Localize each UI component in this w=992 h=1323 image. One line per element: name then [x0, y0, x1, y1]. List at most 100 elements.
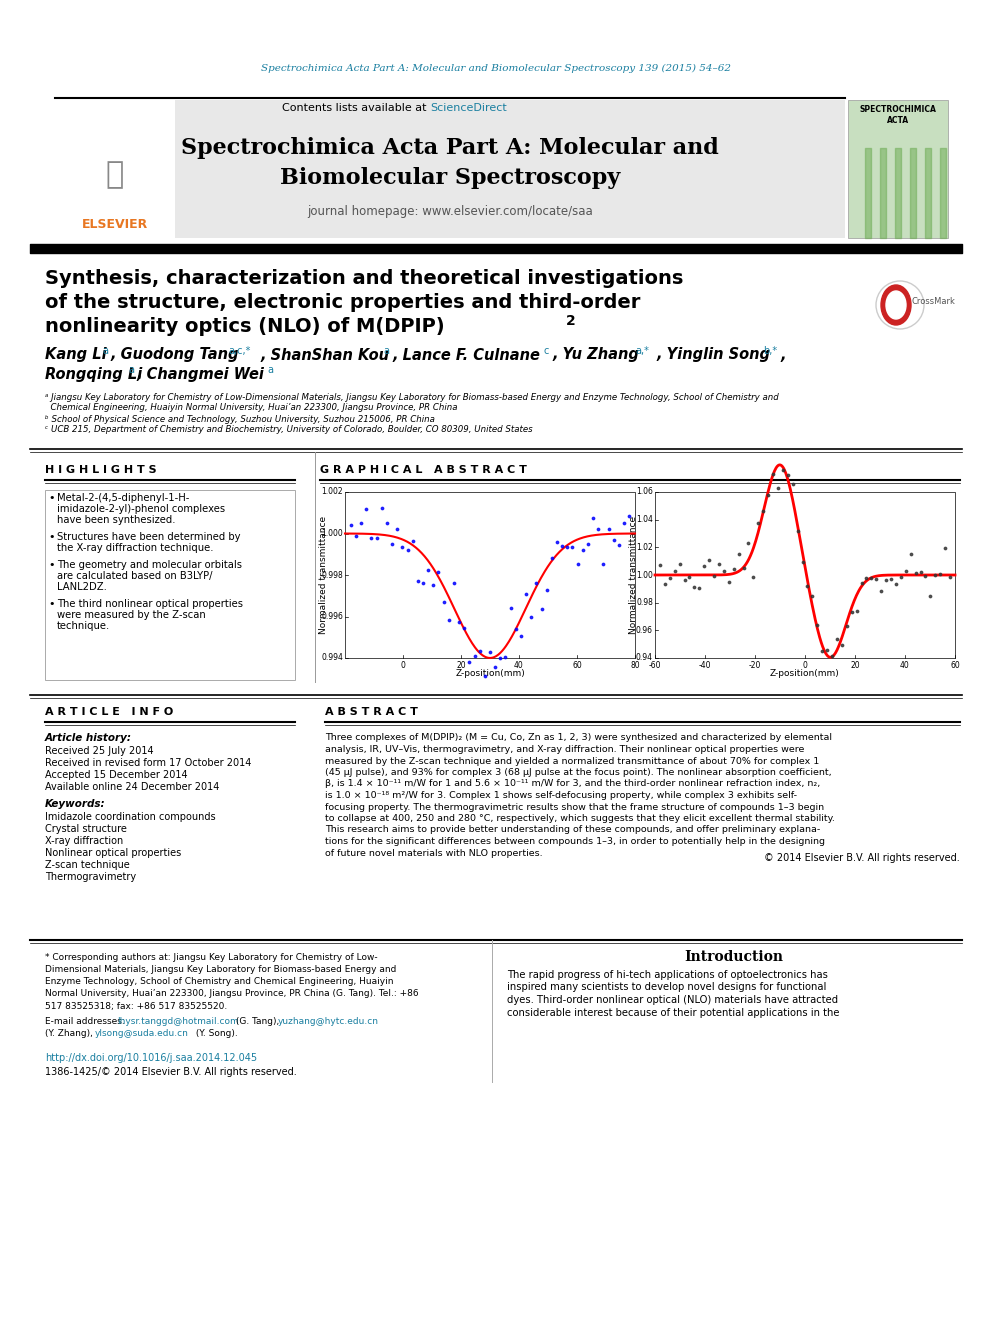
Text: ᵇ School of Physical Science and Technology, Suzhou University, Suzhou 215006, P: ᵇ School of Physical Science and Technol…	[45, 414, 434, 423]
FancyBboxPatch shape	[45, 490, 295, 680]
Point	[657, 574, 673, 595]
Text: 0: 0	[401, 660, 406, 669]
Text: 60: 60	[950, 660, 960, 669]
Point	[477, 665, 493, 687]
Text: Available online 24 December 2014: Available online 24 December 2014	[45, 782, 219, 792]
Text: Crystal structure: Crystal structure	[45, 824, 127, 833]
Text: ,: ,	[781, 348, 787, 363]
Point	[750, 512, 766, 533]
Text: G R A P H I C A L   A B S T R A C T: G R A P H I C A L A B S T R A C T	[320, 464, 527, 475]
Text: ᵃ Jiangsu Key Laboratory for Chemistry of Low-Dimensional Materials, Jiangsu Key: ᵃ Jiangsu Key Laboratory for Chemistry o…	[45, 393, 779, 401]
Text: •: •	[48, 493, 55, 503]
Point	[513, 626, 529, 647]
Point	[937, 537, 953, 558]
Text: the X-ray diffraction technique.: the X-ray diffraction technique.	[57, 542, 213, 553]
Point	[482, 642, 498, 663]
Point	[834, 635, 850, 656]
Point	[456, 618, 472, 639]
Text: a,c,*: a,c,*	[228, 347, 250, 356]
Text: Chemical Engineering, Huaiyin Normal University, Huai’an 223300, Jiangsu Provinc: Chemical Engineering, Huaiyin Normal Uni…	[45, 404, 457, 413]
Text: Normalized transmittance: Normalized transmittance	[629, 516, 638, 634]
Point	[741, 532, 757, 553]
Text: Received 25 July 2014: Received 25 July 2014	[45, 746, 154, 755]
Text: (45 μJ pulse), and 93% for complex 3 (68 μJ pulse at the focus point). The nonli: (45 μJ pulse), and 93% for complex 3 (68…	[325, 767, 831, 777]
Text: Imidazole coordination compounds: Imidazole coordination compounds	[45, 812, 215, 822]
Point	[405, 531, 421, 552]
Text: of the structure, electronic properties and third-order: of the structure, electronic properties …	[45, 292, 641, 311]
Text: 1.02: 1.02	[636, 542, 653, 552]
Point	[858, 568, 874, 589]
Text: were measured by the Z-scan: were measured by the Z-scan	[57, 610, 205, 620]
Point	[611, 534, 627, 556]
Point	[760, 484, 776, 505]
Text: Spectrochimica Acta Part A: Molecular and Biomolecular Spectroscopy 139 (2015) 5: Spectrochimica Acta Part A: Molecular an…	[261, 64, 731, 73]
Text: E-mail addresses:: E-mail addresses:	[45, 1017, 128, 1027]
Text: Contents lists available at: Contents lists available at	[282, 103, 430, 112]
Point	[868, 568, 884, 589]
Point	[564, 536, 580, 557]
Text: ELSEVIER: ELSEVIER	[82, 217, 148, 230]
FancyBboxPatch shape	[655, 492, 955, 658]
Point	[529, 573, 545, 594]
Text: 517 83525318; fax: +86 517 83525520.: 517 83525318; fax: +86 517 83525520.	[45, 1002, 227, 1011]
Point	[824, 646, 840, 667]
Point	[389, 519, 405, 540]
Text: focusing property. The thermogravimetric results show that the frame structure o: focusing property. The thermogravimetric…	[325, 803, 824, 811]
Text: http://dx.doi.org/10.1016/j.saa.2014.12.045: http://dx.doi.org/10.1016/j.saa.2014.12.…	[45, 1053, 257, 1062]
Point	[539, 579, 555, 601]
Text: Z-position(mm): Z-position(mm)	[770, 669, 840, 679]
Point	[555, 536, 570, 557]
FancyBboxPatch shape	[345, 492, 635, 658]
Text: 40: 40	[900, 660, 910, 669]
Point	[853, 573, 869, 594]
Point	[621, 505, 637, 527]
Point	[775, 459, 791, 480]
Text: analysis, IR, UV–Vis, thermogravimetry, and X-ray diffraction. Their nonlinear o: analysis, IR, UV–Vis, thermogravimetry, …	[325, 745, 805, 754]
Text: © 2014 Elsevier B.V. All rights reserved.: © 2014 Elsevier B.V. All rights reserved…	[764, 853, 960, 863]
Point	[446, 573, 462, 594]
Text: Synthesis, characterization and theoretical investigations: Synthesis, characterization and theoreti…	[45, 269, 683, 287]
Text: 0.94: 0.94	[636, 654, 653, 663]
Point	[574, 538, 590, 560]
Point	[518, 583, 534, 605]
Text: 0: 0	[803, 660, 807, 669]
Text: (G. Tang),: (G. Tang),	[233, 1017, 282, 1027]
Text: Three complexes of M(DPIP)₂ (M = Cu, Co, Zn as 1, 2, 3) were synthesized and cha: Three complexes of M(DPIP)₂ (M = Cu, Co,…	[325, 733, 832, 742]
Text: This research aims to provide better understanding of these compounds, and offer: This research aims to provide better und…	[325, 826, 820, 835]
Point	[839, 615, 855, 636]
Point	[353, 512, 369, 533]
Point	[606, 529, 622, 550]
Text: a: a	[128, 365, 134, 374]
Ellipse shape	[886, 291, 906, 319]
Text: β, is 1.4 × 10⁻¹¹ m/W for 1 and 5.6 × 10⁻¹¹ m/W for 3, and the third-order nonli: β, is 1.4 × 10⁻¹¹ m/W for 1 and 5.6 × 10…	[325, 779, 820, 789]
Point	[431, 561, 446, 582]
Text: 1.000: 1.000	[321, 529, 343, 538]
Point	[466, 646, 482, 667]
Point	[701, 549, 717, 570]
Text: •: •	[48, 532, 55, 542]
Text: A R T I C L E   I N F O: A R T I C L E I N F O	[45, 706, 174, 717]
Point	[942, 566, 958, 587]
Text: a: a	[267, 365, 273, 374]
Point	[686, 577, 702, 598]
Text: Z-scan technique: Z-scan technique	[45, 860, 130, 871]
Text: •: •	[48, 560, 55, 570]
Text: 60: 60	[572, 660, 582, 669]
Point	[379, 512, 395, 533]
Text: , Guodong Tang: , Guodong Tang	[110, 348, 238, 363]
Point	[435, 591, 451, 613]
Text: 1.002: 1.002	[321, 487, 343, 496]
Text: nonlinearity optics (NLO) of M(DPIP): nonlinearity optics (NLO) of M(DPIP)	[45, 316, 444, 336]
Point	[426, 574, 441, 595]
Text: ylsong@suda.edu.cn: ylsong@suda.edu.cn	[95, 1029, 188, 1039]
Point	[559, 536, 575, 557]
Point	[369, 528, 385, 549]
Point	[745, 566, 761, 587]
Text: is 1.0 × 10⁻¹⁸ m²/W for 3. Complex 1 shows self-defocusing property, while compl: is 1.0 × 10⁻¹⁸ m²/W for 3. Complex 1 sho…	[325, 791, 797, 800]
Point	[569, 553, 585, 574]
Text: , ShanShan Kou: , ShanShan Kou	[260, 348, 389, 363]
Point	[410, 570, 426, 591]
Ellipse shape	[881, 284, 911, 325]
Text: 0.96: 0.96	[636, 626, 653, 635]
Text: 🌳: 🌳	[106, 160, 124, 189]
